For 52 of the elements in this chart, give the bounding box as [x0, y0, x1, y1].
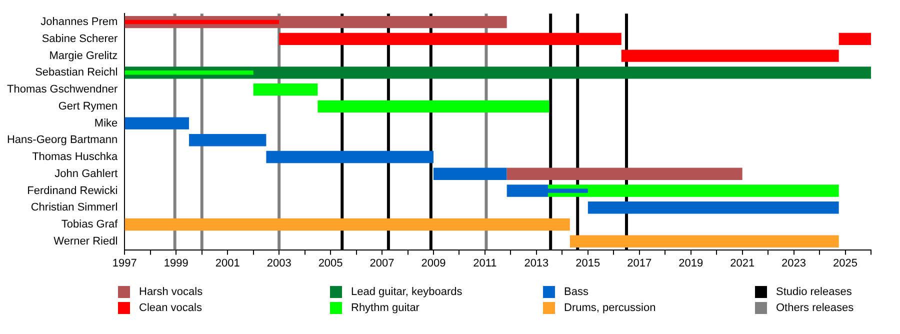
y-tick-label: Thomas Huschka	[32, 151, 119, 164]
y-tick-label: Gert Rymen	[58, 100, 118, 112]
bar	[433, 168, 507, 180]
y-tick-label: Ferdinand Rewicki	[27, 184, 118, 197]
legend-label: Studio releases	[776, 286, 852, 298]
y-tick-label: Sabine Scherer	[42, 32, 118, 45]
legend-label: Bass	[564, 286, 588, 298]
bar	[506, 168, 742, 180]
x-tick-label: 2003	[266, 257, 292, 270]
y-tick-label: Hans-Georg Bartmann	[6, 134, 118, 146]
legend-label: Harsh vocals	[139, 286, 203, 298]
legend-label: Lead guitar, keyboards	[351, 286, 462, 298]
y-tick-label: Tobias Graf	[61, 218, 119, 231]
x-tick-label: 2013	[524, 257, 549, 270]
bar	[570, 235, 839, 248]
x-tick-label: 2007	[370, 257, 394, 270]
bar	[189, 134, 266, 146]
x-tick-label: 2005	[318, 257, 343, 270]
bar	[279, 32, 622, 45]
y-tick-label: Werner Riedl	[54, 235, 118, 248]
x-tick-label: 2009	[421, 257, 446, 270]
y-tick-label: Christian Simmerl	[30, 202, 118, 214]
x-tick-label: 2021	[730, 257, 755, 270]
x-tick-label: 2019	[678, 257, 704, 270]
x-tick-label: 1999	[164, 257, 188, 270]
legend-label: Clean vocals	[139, 302, 202, 314]
y-tick-label: John Gahlert	[54, 168, 118, 180]
bar	[838, 32, 871, 45]
bar	[124, 218, 570, 231]
y-tick-label: Sebastian Reichl	[35, 66, 118, 79]
bar	[318, 100, 550, 112]
bar	[124, 66, 871, 79]
x-tick-label: 2023	[782, 257, 806, 270]
y-tick-label: Margie Grelitz	[49, 50, 118, 62]
y-tick-label: Thomas Gschwendner	[6, 84, 118, 96]
bar	[124, 117, 189, 130]
bar	[621, 50, 839, 62]
bar	[588, 202, 839, 214]
x-tick-label: 2001	[215, 257, 240, 270]
x-tick-label: 2015	[576, 257, 600, 270]
bar	[266, 150, 434, 164]
x-tick-label: 2025	[833, 257, 858, 270]
x-tick-label: 1997	[112, 257, 137, 270]
bar	[253, 83, 318, 96]
legend-label: Drums, percussion	[564, 302, 656, 314]
legend-label: Others releases	[776, 302, 854, 314]
x-tick-label: 2017	[627, 257, 652, 270]
y-tick-label: Johannes Prem	[40, 16, 118, 28]
y-tick-label: Mike	[94, 117, 118, 130]
bar	[548, 184, 839, 197]
legend-label: Rhythm guitar	[351, 302, 420, 314]
x-tick-label: 2011	[473, 257, 497, 270]
